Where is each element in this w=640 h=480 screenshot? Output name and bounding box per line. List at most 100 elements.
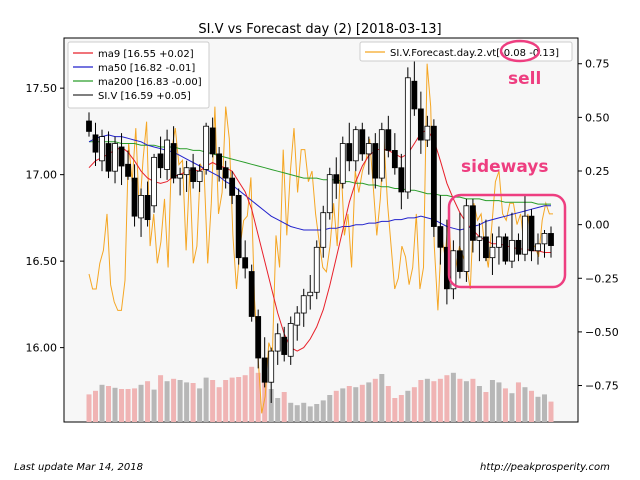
candlestick bbox=[398, 153, 405, 210]
candlestick bbox=[548, 226, 554, 258]
candle-body bbox=[281, 336, 288, 355]
candle-body bbox=[430, 125, 437, 227]
candlestick bbox=[222, 160, 229, 189]
candlestick bbox=[235, 188, 242, 265]
sell-circle bbox=[499, 39, 541, 63]
volume-bar bbox=[151, 389, 157, 422]
volume-bar bbox=[314, 404, 320, 422]
candle-body bbox=[300, 295, 307, 314]
candlestick bbox=[105, 131, 112, 179]
candlestick bbox=[476, 223, 483, 262]
candlestick bbox=[138, 188, 144, 237]
candlestick bbox=[112, 136, 118, 184]
candle-body bbox=[144, 195, 151, 221]
candle-body bbox=[105, 143, 112, 172]
right-tick-label: −0.50 bbox=[585, 326, 619, 339]
candlestick bbox=[209, 117, 216, 158]
volume-bar bbox=[385, 386, 391, 422]
candlestick bbox=[216, 146, 223, 182]
candle-body bbox=[118, 146, 125, 167]
candlestick bbox=[190, 153, 197, 189]
candlestick bbox=[502, 233, 509, 265]
candlestick bbox=[496, 226, 502, 265]
volume-bar bbox=[476, 386, 482, 422]
candle-body bbox=[548, 233, 554, 246]
candlestick bbox=[313, 240, 320, 300]
candlestick bbox=[294, 306, 301, 341]
candlestick bbox=[242, 240, 249, 279]
sell-label: sell bbox=[508, 69, 541, 89]
volume-bar bbox=[541, 394, 547, 422]
candlestick bbox=[86, 112, 92, 137]
candlestick bbox=[287, 316, 294, 365]
candlestick bbox=[326, 167, 333, 220]
candlestick bbox=[515, 233, 522, 262]
volume-bar bbox=[86, 394, 92, 422]
candle-body bbox=[235, 195, 242, 259]
right-tick-label: 0.25 bbox=[585, 165, 610, 178]
volume-bar bbox=[444, 375, 450, 422]
volume-bar bbox=[340, 388, 346, 422]
volume-bar bbox=[450, 372, 456, 422]
candlestick bbox=[352, 126, 359, 172]
volume-bar bbox=[242, 375, 248, 422]
volume-bar bbox=[327, 395, 333, 422]
candle-body bbox=[522, 215, 528, 255]
candlestick bbox=[196, 164, 203, 192]
volume-bar bbox=[164, 381, 170, 422]
volume-bar bbox=[418, 380, 424, 422]
candlestick bbox=[391, 133, 398, 175]
candle-body bbox=[365, 143, 372, 155]
volume-bar bbox=[158, 375, 164, 422]
left-tick-label: 16.50 bbox=[26, 255, 58, 268]
volume-bar bbox=[255, 372, 261, 422]
candle-body bbox=[216, 153, 223, 170]
volume-bar bbox=[229, 377, 235, 422]
volume-bar bbox=[203, 377, 209, 422]
candle-body bbox=[320, 212, 327, 248]
candlestick bbox=[470, 198, 476, 253]
volume-bar bbox=[301, 402, 307, 422]
volume-bar bbox=[515, 382, 521, 422]
candlestick bbox=[118, 133, 125, 186]
candle-body bbox=[196, 170, 203, 182]
candlestick bbox=[463, 198, 470, 282]
legend-label: SI.V.Forecast.day.2.vt[-0.08 -0.13] bbox=[390, 48, 559, 59]
volume-bar bbox=[528, 390, 534, 422]
volume-bar bbox=[307, 406, 313, 422]
volume-bar bbox=[132, 388, 138, 422]
volume-bar bbox=[353, 387, 359, 422]
candle-body bbox=[450, 250, 457, 290]
candlestick bbox=[229, 171, 236, 205]
candlestick bbox=[92, 122, 99, 166]
legend-right-box bbox=[359, 41, 573, 62]
candle-body bbox=[177, 174, 183, 179]
candle-body bbox=[502, 236, 509, 262]
volume-bar bbox=[294, 405, 300, 422]
candle-body bbox=[326, 174, 333, 214]
volume-bar bbox=[236, 377, 242, 422]
volume-bar bbox=[535, 396, 541, 422]
sideways-box bbox=[447, 193, 567, 289]
candlestick bbox=[157, 136, 164, 179]
volume-bar bbox=[392, 398, 398, 422]
candlestick bbox=[450, 240, 457, 300]
candle-body bbox=[509, 239, 515, 262]
candle-body bbox=[274, 333, 281, 352]
right-tick-label: −0.25 bbox=[585, 272, 619, 285]
candle-body bbox=[404, 77, 411, 193]
volume-bar bbox=[249, 366, 255, 422]
candle-body bbox=[339, 143, 346, 184]
sideways-label: sideways bbox=[461, 157, 549, 177]
candlestick bbox=[320, 205, 327, 258]
candle-body bbox=[385, 129, 392, 151]
volume-bar bbox=[372, 378, 378, 422]
candle-body bbox=[333, 174, 340, 184]
candlestick bbox=[151, 153, 157, 213]
candle-body bbox=[352, 129, 359, 162]
volume-bar bbox=[177, 380, 183, 422]
candle-body bbox=[437, 226, 444, 248]
volume-bar bbox=[320, 400, 326, 422]
chart-title: SI.V vs Forecast day (2) [2018-03-13] bbox=[198, 22, 441, 37]
candle-body bbox=[307, 291, 314, 297]
